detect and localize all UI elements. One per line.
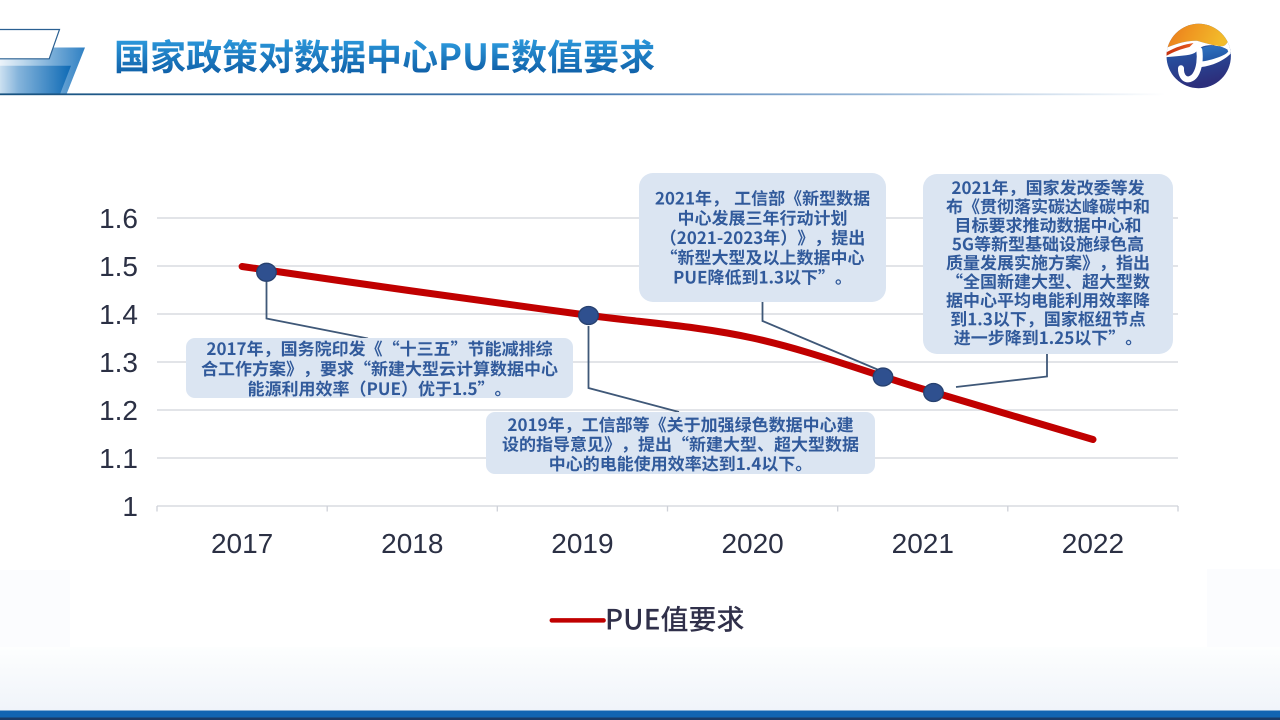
svg-text:2021: 2021 bbox=[892, 528, 954, 559]
svg-text:2019: 2019 bbox=[551, 528, 613, 559]
svg-text:1.6: 1.6 bbox=[99, 203, 138, 234]
svg-text:2022: 2022 bbox=[1062, 528, 1124, 559]
svg-text:1: 1 bbox=[122, 491, 138, 522]
svg-text:1.1: 1.1 bbox=[99, 443, 138, 474]
svg-text:1.2: 1.2 bbox=[99, 395, 138, 426]
svg-text:1.4: 1.4 bbox=[99, 299, 138, 330]
svg-text:1.5: 1.5 bbox=[99, 251, 138, 282]
svg-text:1.3: 1.3 bbox=[99, 347, 138, 378]
svg-text:2018: 2018 bbox=[381, 528, 443, 559]
svg-text:2017: 2017 bbox=[211, 528, 273, 559]
svg-text:2020: 2020 bbox=[721, 528, 783, 559]
